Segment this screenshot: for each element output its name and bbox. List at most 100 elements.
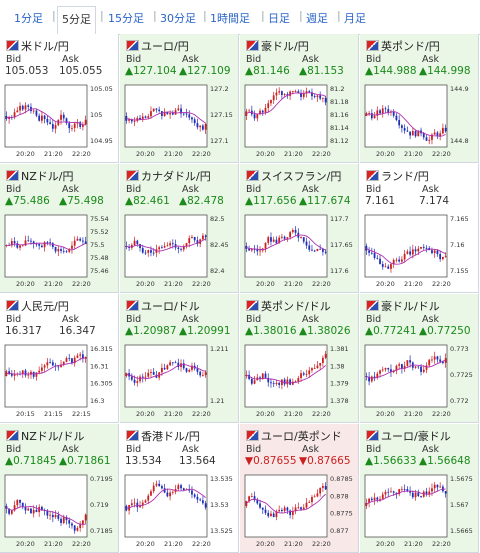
candlestick-chart[interactable]: 117.7 117.65 117.6 [244,212,356,280]
pair-link[interactable]: ユーロ/豪ドル [366,428,451,444]
pair-link[interactable]: ユーロ/英ポンド [246,428,342,444]
rate-panel[interactable]: スイスフラン/円 Bid Ask ▲117.656 ▲117.674 117.7 117.6… [240,164,359,293]
candlestick-chart[interactable]: 0.8785 0.878 0.8775 0.877 [244,472,356,540]
rate-panel[interactable]: ランド/円 Bid Ask 7.161 7.174 7.165 7.16 7.155 20:20… [360,164,479,293]
plot-frame [364,84,448,148]
candlestick-chart[interactable]: 1.211 1.21 [124,342,236,410]
pair-name: ユーロ/英ポンド [261,430,342,443]
pair-link[interactable]: NZドル/円 [6,168,73,184]
candlestick-chart[interactable]: 1.5675 1.567 1.5665 [364,472,476,540]
candlestick-chart[interactable]: 144.9 144.8 [364,82,476,150]
candlestick-chart[interactable]: 0.773 0.7725 0.772 [364,342,476,410]
pair-link[interactable]: カナダドル/円 [126,168,211,184]
candle-body [270,100,272,104]
rate-panel[interactable]: ユーロ/英ポンド Bid Ask ▼0.87655 ▼0.87665 0.8785 0.87… [240,424,359,553]
candle-body [202,500,204,504]
rate-panel[interactable]: NZドル/円 Bid Ask ▲75.486 ▲75.498 75.54 75.52 75.5… [0,164,119,293]
candle-body [384,108,387,110]
tab-7[interactable]: 月足 [344,12,366,25]
y-tick-label: 82.45 [210,241,229,249]
y-tick-label: 0.8775 [330,510,353,518]
candle-body [431,359,433,361]
pair-link[interactable]: スイスフラン/円 [246,168,341,184]
candlestick-chart[interactable]: 81.2 81.18 81.16 81.14 81.12 [244,82,356,150]
candle-body [43,242,46,248]
x-tick-label: 22:20 [312,410,331,418]
rate-panel[interactable]: ユーロ/ドル Bid Ask ▲1.20987 ▲1.20991 1.211 1.21 20:… [120,294,239,423]
tab-3[interactable]: 30分足 [160,12,196,25]
bid-value: ▲127.104 [125,65,177,77]
rate-panel[interactable]: NZドル/ドル Bid Ask ▲0.71845 ▲0.71861 0.7195 0.719… [0,424,119,553]
candlestick-chart[interactable]: 105.05 105 104.95 [4,82,116,150]
tab-separator: | [299,9,303,22]
pair-link[interactable]: 豪ドル/円 [246,38,309,54]
y-tick-label: 75.54 [90,215,109,223]
candlestick-chart[interactable]: 127.2 127.15 127.1 [124,82,236,150]
pair-link[interactable]: 人民元/円 [6,298,69,314]
candlestick-chart[interactable]: 82.5 82.45 82.4 [124,212,236,280]
ask-label: Ask [422,54,439,65]
candlestick-chart[interactable]: 75.54 75.52 75.5 75.48 75.46 [4,212,116,280]
rate-panel[interactable]: カナダドル/円 Bid Ask ▲82.461 ▲82.478 82.5 82.45 82.4… [120,164,239,293]
rate-panel[interactable]: 豪ドル/ドル Bid Ask ▲0.77241 ▲0.77250 0.773 0.7725 0… [360,294,479,423]
candle-body [261,110,264,113]
ask-value: ▼0.87665 [299,455,351,467]
candle-body [191,117,193,120]
ask-label: Ask [182,314,199,325]
candlestick-chart[interactable]: 16.315 16.31 16.305 16.3 [4,342,116,410]
x-tick-label: 21:20 [44,150,63,158]
pair-link[interactable]: ランド/円 [366,168,429,184]
pair-link[interactable]: NZドル/ドル [6,428,84,444]
tab-2[interactable]: 15分足 [108,12,144,25]
rate-panel[interactable]: 英ポンド/ドル Bid Ask ▲1.38016 ▲1.38026 1.381 1.38 1.… [240,294,359,423]
pair-link[interactable]: ユーロ/ドル [126,298,200,314]
pair-link[interactable]: ユーロ/円 [126,38,189,54]
candle-body [384,491,387,495]
tab-0[interactable]: 1分足 [14,12,43,25]
candle-body [188,489,191,491]
candle-body [51,514,54,518]
tab-5[interactable]: 日足 [268,12,290,25]
bid-value: ▲144.988 [365,65,417,77]
candle-body [253,114,256,119]
rate-panel[interactable]: ユーロ/円 Bid Ask ▲127.104 ▲127.109 127.2 127.15 12… [120,34,239,163]
candlestick-chart[interactable]: 0.7195 0.719 0.7185 [4,472,116,540]
rate-panel[interactable]: 香港ドル/円 Bid Ask 13.534 13.564 13.535 13.53 13.52… [120,424,239,553]
candle-body [267,237,270,243]
pair-link[interactable]: 米ドル/円 [6,38,69,54]
tab-1[interactable]: 5分足 [57,6,96,36]
tab-4[interactable]: 1時間足 [210,12,250,25]
rate-panel[interactable]: 米ドル/円 Bid Ask 105.053 105.055 105.05 105 104.95… [0,34,119,163]
pair-link[interactable]: 豪ドル/ドル [366,298,440,314]
candle-body [278,91,281,93]
candlestick-chart[interactable]: 1.381 1.38 1.379 1.378 [244,342,356,410]
rate-panel[interactable]: 英ポンド/円 Bid Ask ▲144.988 ▲144.998 144.9 144.8 20… [360,34,479,163]
candle-body [141,502,144,506]
candle-body [387,109,390,113]
candle-body [16,243,19,248]
moving-average-line [6,506,86,525]
x-tick-label: 21:20 [284,540,303,548]
pair-link[interactable]: 英ポンド/ドル [246,298,331,314]
pair-link[interactable]: 香港ドル/円 [126,428,200,444]
tab-6[interactable]: 週足 [306,12,328,25]
pair-link[interactable]: 英ポンド/円 [366,38,440,54]
x-tick-label: 21:20 [44,280,63,288]
candle-body [161,486,163,489]
x-tick-label: 22:20 [432,280,451,288]
candle-body [316,95,319,97]
rate-panel[interactable]: 豪ドル/円 Bid Ask ▲81.146 ▲81.153 81.2 81.18 81.16 8… [240,34,359,163]
moving-average-line [246,493,326,514]
candle-body [65,118,68,124]
candle-body [191,236,193,239]
rate-panel[interactable]: 人民元/円 Bid Ask 16.317 16.347 16.315 16.31 16.305… [0,294,119,423]
candle-body [13,505,16,511]
candle-body [141,376,144,378]
candle-body [188,238,191,244]
candlestick-chart[interactable]: 7.165 7.16 7.155 [364,212,476,280]
rate-panel[interactable]: ユーロ/豪ドル Bid Ask ▲1.56633 ▲1.56648 1.5675 1.567… [360,424,479,553]
x-tick-label: 21:20 [404,280,423,288]
candlestick-chart[interactable]: 13.535 13.53 13.525 [124,472,236,540]
candle-body [177,362,180,368]
candle-body [308,502,311,503]
